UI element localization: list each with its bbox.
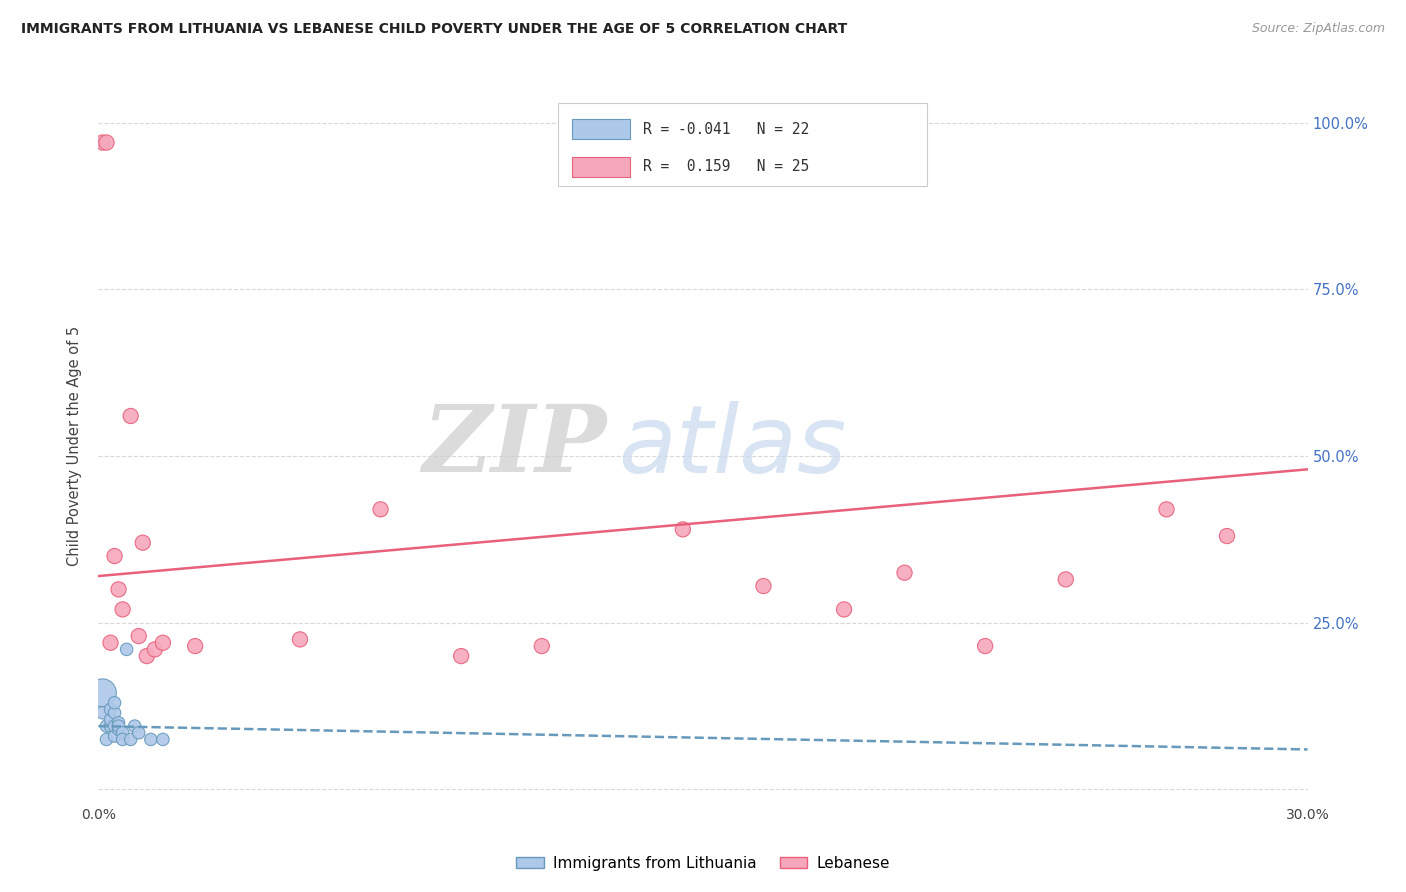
FancyBboxPatch shape: [572, 119, 630, 139]
Point: [91, 686, 114, 700]
Point: [139, 732, 162, 747]
Point: [115, 642, 138, 657]
Point: [120, 409, 142, 423]
Point: [128, 725, 150, 739]
Point: [143, 642, 166, 657]
Point: [152, 732, 174, 747]
Point: [530, 639, 553, 653]
Point: [103, 706, 125, 720]
Point: [288, 632, 311, 647]
Point: [107, 719, 129, 733]
Point: [1156, 502, 1178, 516]
Point: [893, 566, 915, 580]
Text: R = -0.041   N = 22: R = -0.041 N = 22: [643, 121, 808, 136]
Text: ZIP: ZIP: [422, 401, 606, 491]
Point: [100, 713, 122, 727]
Point: [124, 719, 146, 733]
Point: [111, 732, 134, 747]
Legend: Immigrants from Lithuania, Lebanese: Immigrants from Lithuania, Lebanese: [510, 850, 896, 877]
Point: [96, 719, 118, 733]
Point: [450, 649, 472, 664]
Point: [100, 702, 122, 716]
Point: [1054, 573, 1077, 587]
Point: [107, 715, 129, 730]
Point: [128, 629, 150, 643]
Point: [96, 732, 118, 747]
Point: [120, 732, 142, 747]
Text: Source: ZipAtlas.com: Source: ZipAtlas.com: [1251, 22, 1385, 36]
Point: [111, 725, 134, 739]
Point: [974, 639, 997, 653]
Point: [103, 549, 125, 563]
Point: [103, 729, 125, 743]
Point: [672, 522, 695, 536]
Point: [100, 719, 122, 733]
Point: [752, 579, 775, 593]
Point: [135, 649, 157, 664]
Point: [107, 582, 129, 597]
Point: [96, 136, 118, 150]
Point: [91, 136, 114, 150]
Point: [152, 636, 174, 650]
Point: [103, 696, 125, 710]
Text: IMMIGRANTS FROM LITHUANIA VS LEBANESE CHILD POVERTY UNDER THE AGE OF 5 CORRELATI: IMMIGRANTS FROM LITHUANIA VS LEBANESE CH…: [21, 22, 848, 37]
Y-axis label: Child Poverty Under the Age of 5: Child Poverty Under the Age of 5: [67, 326, 83, 566]
Text: R =  0.159   N = 25: R = 0.159 N = 25: [643, 160, 808, 174]
Point: [1216, 529, 1239, 543]
Point: [91, 706, 114, 720]
Point: [370, 502, 392, 516]
FancyBboxPatch shape: [572, 157, 630, 177]
Point: [100, 636, 122, 650]
FancyBboxPatch shape: [558, 103, 927, 186]
Point: [111, 602, 134, 616]
Text: atlas: atlas: [619, 401, 846, 491]
Point: [184, 639, 207, 653]
Point: [107, 723, 129, 737]
Point: [132, 535, 155, 549]
Point: [103, 719, 125, 733]
Point: [832, 602, 855, 616]
